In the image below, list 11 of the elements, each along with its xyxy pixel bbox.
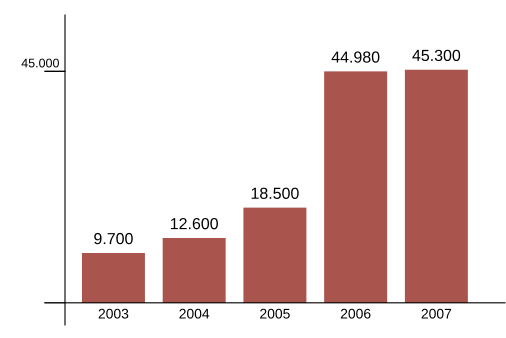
data-label: 45.300 <box>412 50 460 62</box>
x-tick-label: 2003 <box>98 308 128 319</box>
x-tick-label: 2007 <box>422 308 452 319</box>
data-label: 44.980 <box>332 51 380 63</box>
data-label: 9.700 <box>94 232 133 244</box>
ref-line-label: 45.000 <box>22 58 59 68</box>
data-label: 12.600 <box>170 218 218 230</box>
x-tick-label: 2006 <box>340 308 370 319</box>
x-tick-label: 2004 <box>179 308 210 319</box>
data-label: 18.500 <box>252 188 299 199</box>
x-tick-label: 2005 <box>260 308 290 319</box>
